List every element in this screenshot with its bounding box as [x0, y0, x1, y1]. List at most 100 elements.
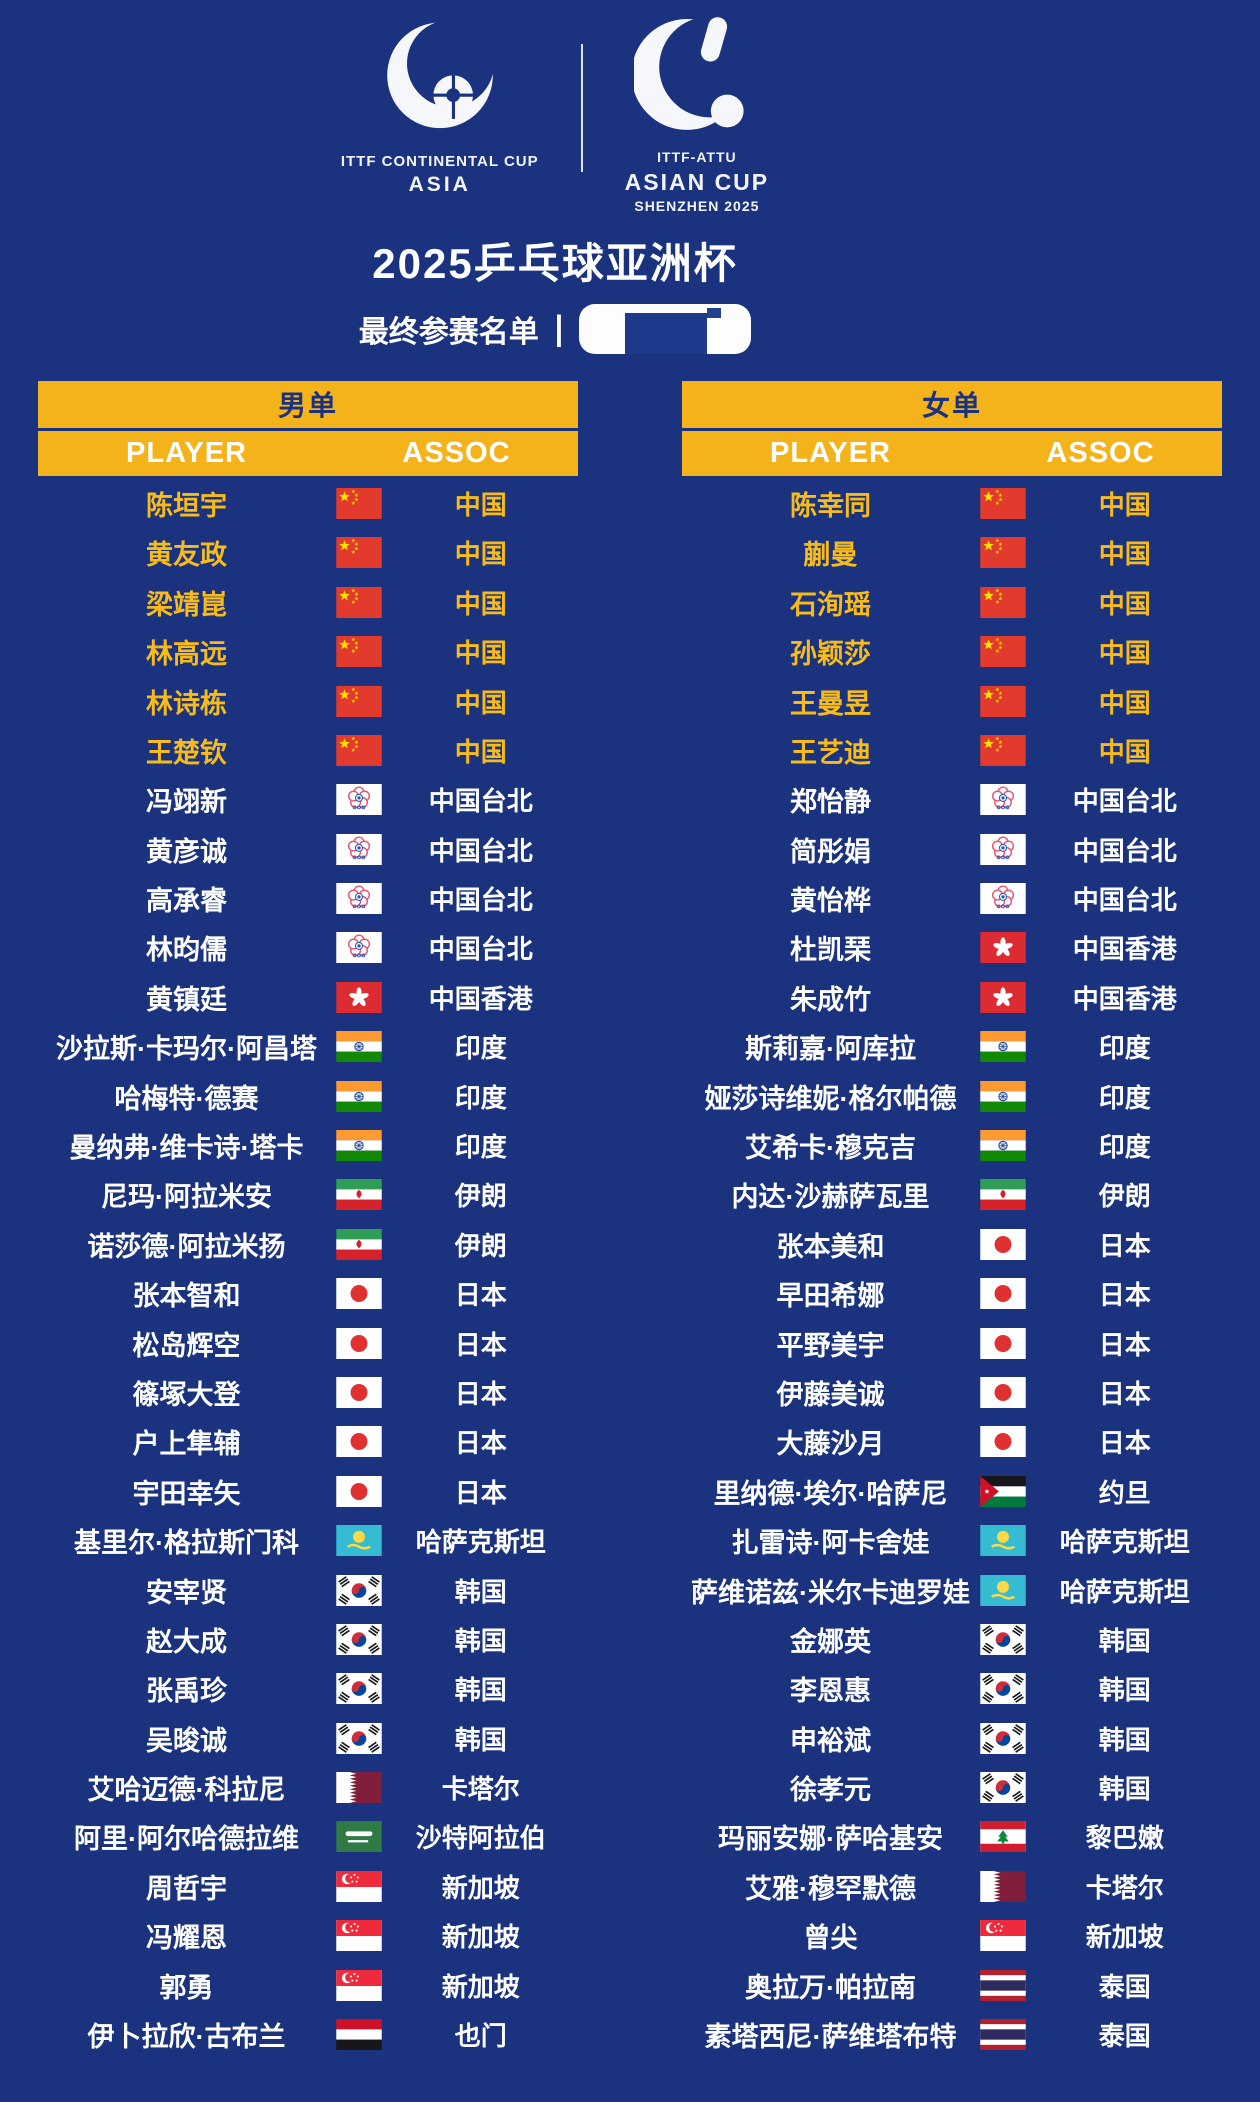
player-row: 黄镇廷 中国香港: [38, 973, 578, 1022]
assoc-name: 伊朗: [454, 1230, 507, 1261]
player-row: 尼玛·阿拉米安 伊朗: [38, 1170, 578, 1219]
player-name: 张禹珍: [146, 1676, 227, 1707]
chn-flag-icon: [979, 685, 1028, 717]
player-row: 朱成竹 中国香港: [682, 973, 1222, 1022]
assoc-name: 日本: [454, 1477, 507, 1508]
player-name: 沙拉斯·卡玛尔·阿昌塔: [56, 1034, 317, 1065]
player-row: 张本智和 日本: [38, 1269, 578, 1318]
player-name: 李恩惠: [790, 1676, 871, 1707]
player-name: 安宰贤: [146, 1577, 227, 1608]
player-name: 赵大成: [146, 1626, 227, 1657]
assoc-name: 中国: [454, 539, 507, 570]
player-name: 早田希娜: [776, 1281, 885, 1312]
asian-cup-shenzhen-logo: ITTF-ATTU ASIAN CUP SHENZHEN 2025: [625, 12, 770, 216]
player-row: 安宰贤 韩国: [38, 1565, 578, 1614]
player-name: 杜凯琹: [790, 935, 871, 966]
assoc-name: 中国台北: [1072, 885, 1177, 916]
assoc-name: 印度: [1098, 1132, 1151, 1163]
qat-flag-icon: [979, 1870, 1028, 1902]
player-row: 高承睿 中国台北: [38, 874, 578, 923]
sgp-flag-icon: [335, 1870, 384, 1902]
mens-singles-table: 男单 PLAYER ASSOC 陈垣宇 中国 黄友政 中国 梁靖崑 中国 林高远 中国 林诗栋中…: [38, 380, 578, 2060]
player-name: 黄怡桦: [790, 886, 871, 917]
kor-flag-icon: [979, 1772, 1028, 1804]
player-name: 黄友政: [146, 540, 227, 571]
player-name: 冯耀恩: [146, 1923, 227, 1954]
tha-flag-icon: [979, 1969, 1028, 2001]
tpe-flag-icon: [335, 932, 384, 964]
womens-rows: 陈幸同 中国 蒯曼 中国 石洵瑶 中国 孙颖莎 中国 王曼昱 中国 王艺迪 中国 郑怡静 中国台北 简彤娟中…: [682, 476, 1222, 2060]
sgp-flag-icon: [979, 1920, 1028, 1952]
ind-flag-icon: [335, 1080, 384, 1112]
assoc-name: 日本: [1098, 1428, 1151, 1459]
kor-flag-icon: [979, 1623, 1028, 1655]
continental-cup-crescent-icon: [374, 12, 506, 149]
player-name: 简彤娟: [790, 836, 871, 867]
kor-flag-icon: [979, 1673, 1028, 1705]
iri-flag-icon: [979, 1179, 1028, 1211]
logo-left-line2: ASIA: [408, 172, 471, 196]
assoc-name: 中国台北: [428, 934, 533, 965]
player-row: 哈梅特·德赛 印度: [38, 1071, 578, 1120]
asian-cup-mark-icon: [631, 12, 760, 147]
assoc-name: 中国: [1098, 736, 1151, 767]
assoc-name: 中国: [454, 687, 507, 718]
mens-singles-title: 男单: [38, 380, 578, 431]
chn-flag-icon: [335, 685, 384, 717]
assoc-name: 韩国: [454, 1576, 507, 1607]
lbn-flag-icon: [979, 1821, 1028, 1853]
assoc-name: 韩国: [1098, 1675, 1151, 1706]
assoc-name: 伊朗: [1098, 1181, 1151, 1212]
tpe-flag-icon: [335, 833, 384, 865]
player-name: 大藤沙月: [776, 1429, 885, 1460]
player-row: 宇田幸矢 日本: [38, 1467, 578, 1516]
assoc-name: 中国台北: [1072, 835, 1177, 866]
ind-flag-icon: [979, 1031, 1028, 1063]
ind-flag-icon: [335, 1031, 384, 1063]
player-name: 曾尖: [803, 1923, 858, 1954]
player-name: 内达·沙赫萨瓦里: [731, 1182, 930, 1213]
assoc-name: 韩国: [454, 1675, 507, 1706]
player-name: 尼玛·阿拉米安: [101, 1182, 272, 1213]
player-row: 沙拉斯·卡玛尔·阿昌塔 印度: [38, 1022, 578, 1071]
tpe-flag-icon: [979, 784, 1028, 816]
obscured-logo-patch-small: [707, 307, 722, 318]
logo-right-line1: ITTF-ATTU: [657, 149, 737, 165]
player-row: 林高远 中国: [38, 627, 578, 676]
assoc-name: 中国台北: [428, 835, 533, 866]
assoc-name: 日本: [1098, 1280, 1151, 1311]
player-name: 林高远: [146, 639, 227, 670]
womens-singles-table: 女单 PLAYER ASSOC 陈幸同 中国 蒯曼 中国 石洵瑶 中国 孙颖莎 中国 王曼昱 中国…: [682, 380, 1222, 2060]
player-row: 申裕斌 韩国: [682, 1714, 1222, 1763]
tpe-flag-icon: [335, 883, 384, 915]
kor-flag-icon: [335, 1673, 384, 1705]
kor-flag-icon: [979, 1722, 1028, 1754]
kor-flag-icon: [335, 1623, 384, 1655]
assoc-name: 新加坡: [1085, 1922, 1164, 1953]
assoc-name: 韩国: [1098, 1625, 1151, 1656]
jpn-flag-icon: [335, 1278, 384, 1310]
player-row: 赵大成 韩国: [38, 1615, 578, 1664]
player-name: 张本智和: [132, 1281, 241, 1312]
player-row: 黄彦诚 中国台北: [38, 824, 578, 873]
player-name: 黄镇廷: [146, 984, 227, 1015]
player-name: 黄彦诚: [146, 836, 227, 867]
player-name: 曼纳弗·维卡诗·塔卡: [69, 1133, 304, 1164]
player-name: 张本美和: [776, 1231, 885, 1262]
assoc-name: 印度: [1098, 1082, 1151, 1113]
player-name: 吴晙诚: [146, 1725, 227, 1756]
assoc-name: 印度: [1098, 1033, 1151, 1064]
player-row: 玛丽安娜·萨哈基安 黎巴嫩: [682, 1812, 1222, 1861]
player-row: 徐孝元 韩国: [682, 1763, 1222, 1812]
player-name: 素塔西尼·萨维塔布特: [704, 2022, 957, 2053]
assoc-name: 韩国: [1098, 1724, 1151, 1755]
player-column-header: PLAYER: [770, 436, 891, 469]
chn-flag-icon: [335, 487, 384, 519]
player-row: 郑怡静 中国台北: [682, 775, 1222, 824]
player-row: 王艺迪 中国: [682, 726, 1222, 775]
jpn-flag-icon: [979, 1426, 1028, 1458]
assoc-name: 中国: [1098, 638, 1151, 669]
assoc-name: 日本: [454, 1329, 507, 1360]
kaz-flag-icon: [335, 1525, 384, 1557]
player-name: 伊卜拉欣·古布兰: [87, 2022, 286, 2053]
